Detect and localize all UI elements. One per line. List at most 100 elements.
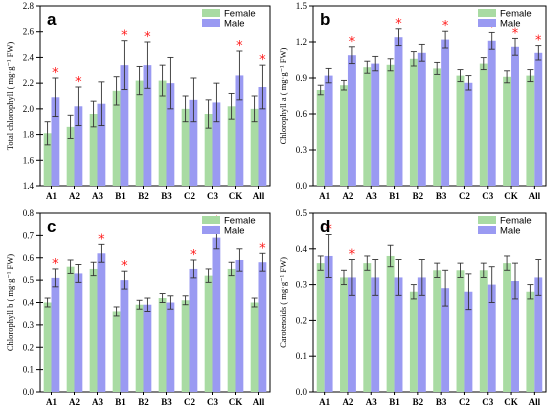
x-tick-label-c2: C2 — [459, 397, 470, 407]
bar-male-ck — [511, 281, 519, 392]
bar-female-a2 — [340, 85, 348, 186]
bar-male-a2 — [347, 55, 356, 187]
y-tick-label: 0.2 — [23, 342, 34, 352]
bar-female-b3 — [433, 68, 442, 186]
x-tick-label-a2: A2 — [342, 397, 353, 407]
legend-label-male: Male — [500, 19, 521, 30]
y-tick-label: 0.9 — [296, 73, 308, 83]
x-tick-label-a1: A1 — [46, 191, 57, 201]
significance-star: * — [75, 75, 82, 90]
legend-label-male: Male — [224, 19, 245, 30]
bar-female-b2 — [135, 304, 144, 392]
y-tick-label: 0.6 — [23, 253, 35, 263]
legend-label-female: Female — [224, 9, 256, 20]
bar-female-c3 — [479, 63, 488, 186]
y-tick-label: 0.6 — [296, 109, 308, 119]
chart-panel-d: 0.0 0.1 0.2 0.3 0.4 0.5 * A1 * A2 A3 B1 B2 B3 C2 C3 CK Al… — [278, 208, 547, 407]
y-tick-label: 1.5 — [296, 1, 308, 11]
significance-star: * — [259, 53, 266, 68]
bar-female-all — [526, 75, 535, 186]
panel-letter: c — [47, 217, 56, 236]
significance-star: * — [395, 17, 402, 32]
x-tick-label-ck: CK — [504, 191, 518, 201]
y-tick-label: 0.5 — [23, 275, 35, 285]
legend-swatch-male — [478, 226, 496, 234]
bar-female-b3 — [433, 270, 442, 392]
bar-male-b1 — [120, 280, 129, 392]
x-tick-label-all: All — [529, 191, 541, 201]
y-tick-label: 0.2 — [296, 315, 307, 325]
bar-female-a3 — [363, 263, 372, 392]
significance-star: * — [512, 26, 519, 41]
significance-star: * — [442, 19, 449, 34]
bar-female-b3 — [158, 80, 167, 186]
y-tick-label: 0.1 — [296, 351, 307, 361]
bar-male-a3 — [371, 63, 380, 186]
bar-female-ck — [503, 263, 512, 392]
significance-star: * — [236, 39, 243, 54]
y-axis-label: Total chlorophyll ( mg·g⁻¹ FW) — [5, 42, 15, 151]
bar-male-all — [258, 87, 267, 186]
bar-male-a1 — [324, 75, 333, 186]
y-tick-label: 0.4 — [296, 244, 308, 254]
bar-female-a2 — [340, 277, 348, 392]
bar-male-b2 — [143, 65, 152, 186]
bar-male-a3 — [371, 277, 380, 392]
x-tick-label-a3: A3 — [92, 191, 103, 201]
bar-male-c2 — [189, 99, 198, 186]
bar-female-b1 — [386, 64, 395, 186]
bar-male-all — [258, 262, 267, 392]
significance-star: * — [535, 34, 542, 49]
significance-star: * — [98, 232, 105, 247]
legend-swatch-female — [202, 9, 220, 17]
y-tick-label: 1.4 — [23, 181, 35, 191]
x-tick-label-b3: B3 — [436, 191, 447, 201]
x-tick-label-b2: B2 — [138, 191, 149, 201]
bar-female-a3 — [89, 114, 98, 186]
x-tick-label-ck: CK — [229, 191, 243, 201]
significance-star: * — [144, 30, 151, 45]
legend-swatch-male — [202, 19, 220, 27]
bar-female-b1 — [112, 90, 121, 186]
x-tick-label-c2: C2 — [184, 191, 195, 201]
x-tick-label-b1: B1 — [389, 397, 400, 407]
x-tick-label-c2: C2 — [459, 191, 470, 201]
y-tick-label: 0.8 — [23, 208, 35, 218]
bar-female-a1 — [316, 90, 325, 186]
plot-frame — [312, 212, 547, 393]
y-tick-label: 1.8 — [23, 130, 35, 140]
y-tick-label: 2.6 — [23, 27, 35, 37]
bar-female-c3 — [479, 270, 488, 392]
panel-letter: b — [320, 10, 330, 29]
x-tick-label-b2: B2 — [413, 191, 424, 201]
bar-female-c2 — [181, 108, 190, 186]
significance-star: * — [259, 241, 266, 256]
x-tick-label-b1: B1 — [389, 191, 400, 201]
y-tick-label: 2.8 — [23, 1, 35, 11]
x-tick-label-ck: CK — [229, 397, 243, 407]
bar-female-a1 — [43, 302, 52, 392]
x-tick-label-c3: C3 — [207, 397, 218, 407]
y-tick-label: 0.0 — [296, 387, 308, 397]
significance-star: * — [52, 66, 59, 81]
bar-female-c3 — [204, 114, 213, 186]
bar-female-ck — [227, 106, 236, 186]
legend-label-female: Female — [224, 216, 256, 227]
bar-male-c3 — [487, 40, 496, 186]
chart-panel-c: 0.0 0.1 0.2 0.3 0.4 0.5 0.6 0.7 0.8 * A1 A2 * A3 * B1 B2… — [5, 208, 271, 407]
bar-female-all — [526, 291, 535, 392]
y-axis-label: Chlorophyll a ( mg·g⁻¹ FW) — [278, 47, 288, 144]
bar-male-ck — [235, 259, 244, 392]
chart-panel-b: 0.0 0.3 0.6 0.9 1.2 1.5 A1 * A2 A3 * B1 B2 * B3 C2 * C3 * C… — [278, 1, 547, 201]
x-tick-label-a3: A3 — [366, 397, 377, 407]
x-tick-label-all: All — [529, 397, 541, 407]
bar-male-b2 — [417, 52, 426, 186]
bar-female-a3 — [363, 67, 372, 186]
y-tick-label: 0.5 — [296, 208, 308, 218]
x-tick-label-c3: C3 — [207, 191, 218, 201]
y-tick-label: 0.3 — [296, 280, 308, 290]
x-tick-label-b2: B2 — [138, 397, 149, 407]
y-tick-label: 1.6 — [23, 155, 35, 165]
y-tick-label: 0.1 — [23, 365, 34, 375]
